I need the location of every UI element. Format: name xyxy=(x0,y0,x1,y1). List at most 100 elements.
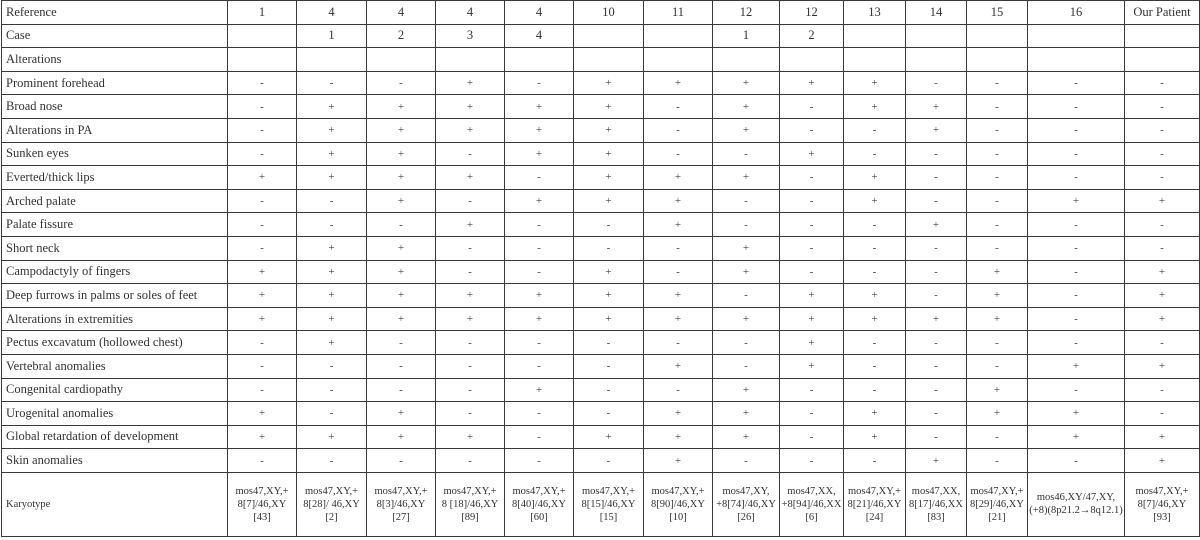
feature-value-cell: + xyxy=(504,377,574,403)
feature-value-cell: + xyxy=(1124,448,1200,473)
feature-value-cell: + xyxy=(296,117,367,143)
feature-value-cell: + xyxy=(504,141,574,167)
feature-value-cell: - xyxy=(227,188,297,214)
feature-value-cell: + xyxy=(296,141,367,167)
row-label: Congenital cardiopathy xyxy=(1,377,228,403)
feature-value-cell: + xyxy=(366,259,436,285)
case-cell xyxy=(643,23,713,49)
empty-cell xyxy=(712,47,780,72)
feature-value-cell: + xyxy=(643,448,713,473)
feature-value-cell: - xyxy=(1027,141,1125,167)
feature-row: Deep furrows in palms or soles of feet + +… xyxy=(1,283,1200,308)
feature-value-cell: + xyxy=(573,141,644,167)
feature-value-cell: - xyxy=(573,235,644,261)
feature-value-cell: - xyxy=(504,165,574,190)
reference-cell: Our Patient xyxy=(1124,0,1200,25)
reference-row: Reference 1 4 4 4 4 10 11 12 12 13 14 15 16 Our Patien… xyxy=(1,0,1200,25)
feature-value-cell: + xyxy=(966,283,1028,308)
feature-value-cell: - xyxy=(1027,448,1125,473)
feature-value-cell: - xyxy=(905,377,967,403)
feature-value-cell: + xyxy=(843,188,906,214)
feature-value-cell: + xyxy=(843,424,906,450)
feature-value-cell: - xyxy=(1027,165,1125,190)
feature-row: Alterations in extremities + + + + + + + + + + + + - + xyxy=(1,306,1200,332)
feature-value-cell: - xyxy=(643,259,713,285)
feature-value-cell: - xyxy=(435,259,505,285)
feature-value-cell: - xyxy=(1027,94,1125,119)
feature-value-cell: - xyxy=(435,377,505,403)
feature-value-cell: + xyxy=(779,70,844,96)
feature-value-cell: + xyxy=(435,212,505,237)
feature-value-cell: - xyxy=(966,353,1028,379)
feature-value-cell: - xyxy=(366,353,436,379)
feature-value-cell: + xyxy=(366,141,436,167)
feature-value-cell: - xyxy=(366,377,436,403)
row-label: Urogenital anomalies xyxy=(1,401,228,426)
row-label: Alterations xyxy=(1,47,228,72)
feature-value-cell: + xyxy=(643,283,713,308)
feature-value-cell: - xyxy=(843,117,906,143)
feature-value-cell: + xyxy=(296,235,367,261)
feature-value-cell: - xyxy=(1027,283,1125,308)
feature-value-cell: - xyxy=(227,235,297,261)
reference-cell: 11 xyxy=(643,0,713,25)
feature-value-cell: - xyxy=(573,401,644,426)
empty-cell xyxy=(573,47,644,72)
feature-value-cell: - xyxy=(843,141,906,167)
feature-value-cell: - xyxy=(435,141,505,167)
feature-value-cell: + xyxy=(843,165,906,190)
feature-value-cell: + xyxy=(296,259,367,285)
feature-value-cell: + xyxy=(227,424,297,450)
feature-value-cell: + xyxy=(712,235,780,261)
feature-value-cell: + xyxy=(435,424,505,450)
feature-value-cell: - xyxy=(643,141,713,167)
feature-value-cell: - xyxy=(779,212,844,237)
feature-value-cell: + xyxy=(573,306,644,332)
feature-value-cell: - xyxy=(1027,235,1125,261)
feature-value-cell: - xyxy=(779,94,844,119)
feature-value-cell: - xyxy=(1124,165,1200,190)
feature-value-cell: - xyxy=(966,330,1028,355)
alterations-header-row: Alterations xyxy=(1,47,1200,72)
feature-value-cell: - xyxy=(504,70,574,96)
feature-value-cell: - xyxy=(1124,330,1200,355)
feature-value-cell: - xyxy=(779,448,844,473)
feature-value-cell: - xyxy=(712,141,780,167)
feature-value-cell: - xyxy=(779,165,844,190)
feature-value-cell: - xyxy=(905,235,967,261)
feature-value-cell: + xyxy=(435,94,505,119)
feature-value-cell: + xyxy=(435,306,505,332)
reference-cell: 13 xyxy=(843,0,906,25)
feature-value-cell: - xyxy=(905,283,967,308)
row-label: Global retardation of development xyxy=(1,424,228,450)
feature-value-cell: + xyxy=(1124,188,1200,214)
feature-value-cell: + xyxy=(966,401,1028,426)
feature-value-cell: - xyxy=(779,424,844,450)
feature-value-cell: + xyxy=(1027,353,1125,379)
feature-row: Palate fissure - - - + - - + - - - + - - - xyxy=(1,212,1200,237)
feature-row: Congenital cardiopathy - - - - + - - + - - - + - - xyxy=(1,377,1200,403)
karyotype-cell: mos47,XY,+ 8[15]/46,XY [15] xyxy=(573,471,644,537)
feature-value-cell: + xyxy=(843,70,906,96)
feature-value-cell: + xyxy=(643,353,713,379)
feature-value-cell: - xyxy=(905,259,967,285)
feature-value-cell: - xyxy=(643,377,713,403)
row-label: Alterations in extremities xyxy=(1,306,228,332)
feature-value-cell: - xyxy=(435,330,505,355)
case-cell xyxy=(1027,23,1125,49)
feature-value-cell: - xyxy=(366,448,436,473)
row-label: Palate fissure xyxy=(1,212,228,237)
feature-value-cell: - xyxy=(966,70,1028,96)
row-label: Case xyxy=(1,23,228,49)
empty-cell xyxy=(779,47,844,72)
feature-value-cell: - xyxy=(1124,70,1200,96)
row-label: Everted/thick lips xyxy=(1,165,228,190)
feature-value-cell: - xyxy=(712,212,780,237)
case-cell: 2 xyxy=(779,23,844,49)
row-label: Short neck xyxy=(1,235,228,261)
feature-value-cell: + xyxy=(1124,353,1200,379)
feature-value-cell: - xyxy=(843,448,906,473)
feature-value-cell: - xyxy=(1124,235,1200,261)
feature-value-cell: - xyxy=(779,377,844,403)
feature-value-cell: - xyxy=(1027,259,1125,285)
